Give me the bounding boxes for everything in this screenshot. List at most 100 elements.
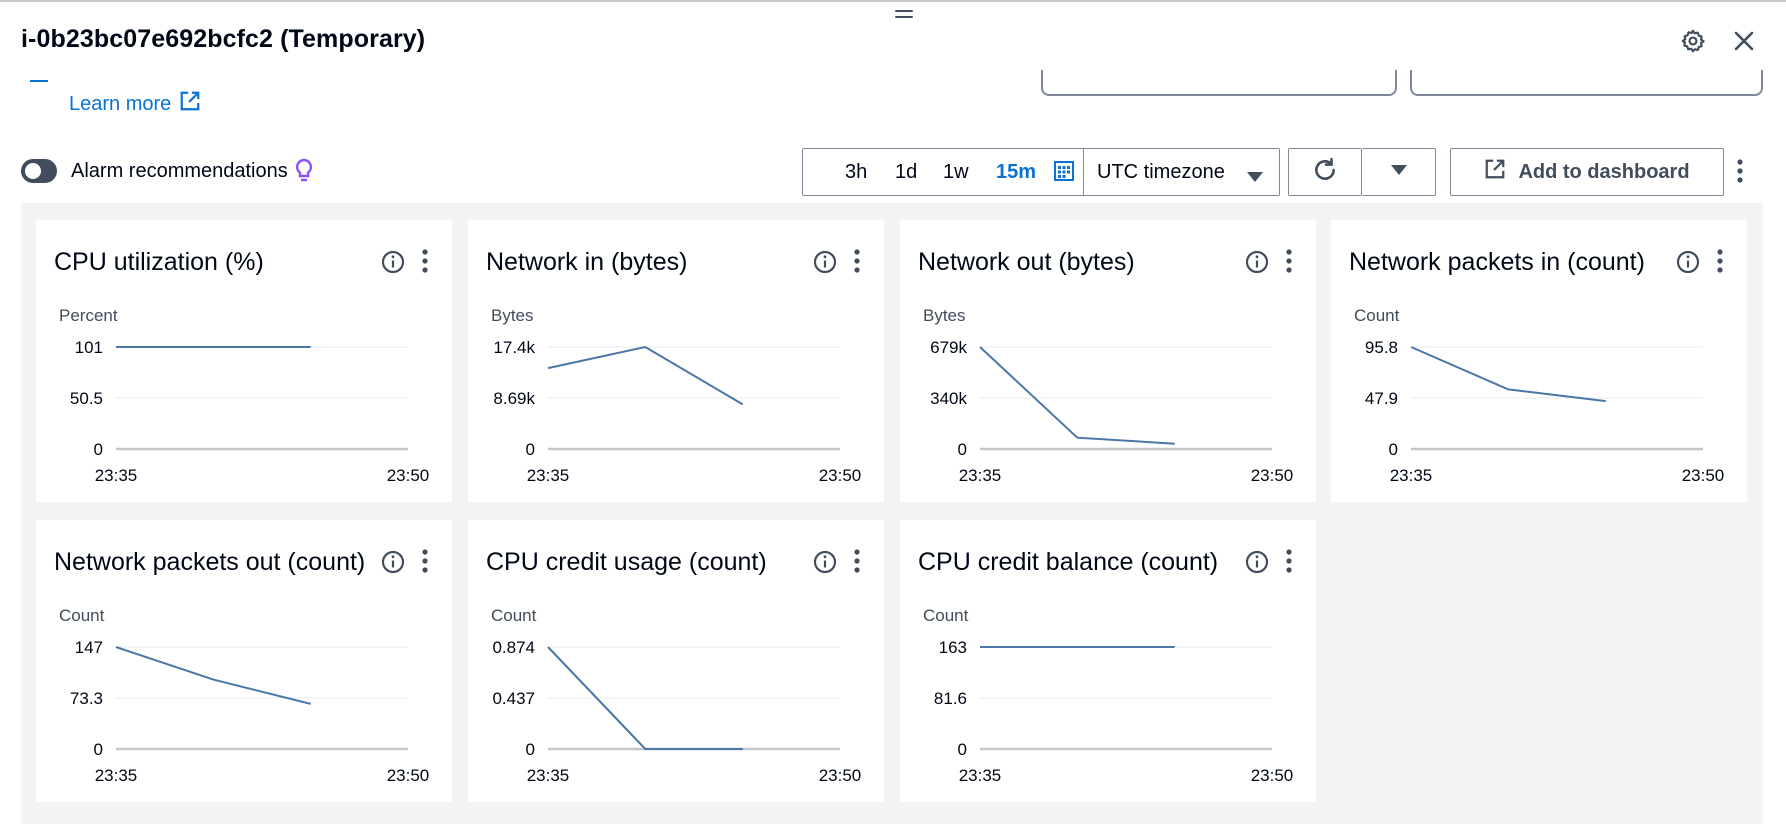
timezone-select[interactable]: UTC timezone [1083,148,1280,196]
line-chart: 147 73.3 0 23:35 23:50 [70,638,430,785]
y-axis-unit: Count [923,606,969,625]
y-tick-label: 147 [75,638,103,657]
series-line[interactable] [547,345,744,406]
line-chart: 0.874 0.437 0 23:35 23:50 [492,638,862,785]
info-icon[interactable] [813,550,837,579]
x-tick-label: 23:35 [527,466,570,485]
alarm-recommendations-row: Alarm recommendations [21,158,314,184]
y-tick-label: 340k [930,389,967,408]
series-line[interactable] [979,346,1175,445]
y-tick-label: 73.3 [70,689,103,708]
y-tick-label: 0 [94,740,103,759]
y-tick-label: 47.9 [1365,389,1398,408]
y-axis-unit: Count [491,606,537,625]
clipped-select-1[interactable] [1041,70,1397,96]
metric-widget: Network out (bytes) Bytes 679k 340k 0 23:35 23… [900,220,1316,502]
external-link-icon [1484,158,1506,186]
learn-more-link[interactable]: Learn more [69,90,201,118]
lightbulb-icon[interactable] [294,158,314,184]
series-line[interactable] [547,646,743,750]
widget-more-icon[interactable] [1716,248,1724,279]
line-chart: 17.4k 8.69k 0 23:35 23:50 [493,338,862,485]
y-tick-label: 163 [939,638,967,657]
learn-more-label: Learn more [69,92,172,115]
x-tick-label: 23:50 [819,466,862,485]
y-axis-unit: Count [59,606,105,625]
range-1w[interactable]: 1w [943,161,969,183]
y-tick-label: 95.8 [1365,338,1398,357]
x-tick-label: 23:35 [527,766,570,785]
caret-down-icon [1390,163,1408,181]
info-icon[interactable] [1245,250,1269,279]
info-icon[interactable] [381,250,405,279]
x-tick-label: 23:50 [387,766,430,785]
external-link-icon [179,90,201,118]
range-1d[interactable]: 1d [895,161,918,183]
x-tick-label: 23:50 [1251,766,1294,785]
clipped-link-underline [30,80,48,82]
refresh-button[interactable] [1288,148,1362,196]
time-range-selector: 3h 1d 1w 15m [802,148,1280,196]
series-line[interactable] [1410,346,1606,403]
widget-more-icon[interactable] [853,248,861,279]
widget-more-icon[interactable] [1285,548,1293,579]
info-icon[interactable] [1245,550,1269,579]
y-tick-label: 17.4k [493,338,535,357]
drag-handle-icon[interactable] [895,10,913,22]
line-chart: 679k 340k 0 23:35 23:50 [930,338,1294,485]
timezone-label: UTC timezone [1097,160,1225,183]
x-tick-label: 23:35 [959,466,1002,485]
alarm-recommendations-label: Alarm recommendations [71,159,288,182]
widget-more-icon[interactable] [421,548,429,579]
metric-widget: Network packets in (count) Count 95.8 47.9 0… [1331,220,1747,502]
y-tick-label: 0.874 [492,638,535,657]
refresh-options-button[interactable] [1362,148,1436,196]
close-icon[interactable] [1729,26,1759,56]
alarm-recommendations-toggle[interactable] [21,159,57,183]
series-line[interactable] [115,646,311,705]
add-to-dashboard-button[interactable]: Add to dashboard [1450,148,1724,196]
y-tick-label: 0 [94,440,103,459]
clipped-select-2[interactable] [1410,70,1763,96]
y-axis-unit: Bytes [923,306,966,325]
caret-down-icon [1246,166,1264,189]
x-tick-label: 23:35 [95,766,138,785]
x-tick-label: 23:35 [1390,466,1433,485]
metric-widget: Network in (bytes) Bytes 17.4k 8.69k 0 23:35 2… [468,220,884,502]
y-tick-label: 0 [526,440,535,459]
y-tick-label: 50.5 [70,389,103,408]
metrics-grid: CPU utilization (%) Percent 101 50.5 0 23:35 2… [21,203,1763,824]
x-tick-label: 23:35 [959,766,1002,785]
metric-widget: CPU credit usage (count) Count 0.874 0.437 0… [468,520,884,802]
info-icon[interactable] [1676,250,1700,279]
x-tick-label: 23:50 [1251,466,1294,485]
range-15m[interactable]: 15m [996,161,1037,183]
metric-widget: CPU utilization (%) Percent 101 50.5 0 23:35 2… [36,220,452,502]
more-actions-icon[interactable] [1736,158,1744,189]
gear-icon[interactable] [1678,26,1708,56]
y-tick-label: 0.437 [492,689,535,708]
refresh-icon [1312,157,1338,188]
x-tick-label: 23:50 [1682,466,1725,485]
y-axis-unit: Bytes [491,306,534,325]
line-chart: 101 50.5 0 23:35 23:50 [70,338,430,485]
line-chart: 163 81.6 0 23:35 23:50 [934,638,1294,785]
widget-more-icon[interactable] [853,548,861,579]
info-icon[interactable] [381,550,405,579]
widget-more-icon[interactable] [1285,248,1293,279]
panel-top-border [0,0,1786,2]
x-tick-label: 23:35 [95,466,138,485]
y-tick-label: 679k [930,338,967,357]
metric-widget: CPU credit balance (count) Count 163 81.6 0 2… [900,520,1316,802]
y-tick-label: 101 [75,338,103,357]
y-axis-unit: Percent [59,306,118,325]
x-tick-label: 23:50 [387,466,430,485]
range-3h[interactable]: 3h [845,161,868,183]
y-tick-label: 8.69k [493,389,535,408]
widget-more-icon[interactable] [421,248,429,279]
y-tick-label: 81.6 [934,689,967,708]
info-icon[interactable] [813,250,837,279]
x-tick-label: 23:50 [819,766,862,785]
calendar-icon[interactable] [1053,160,1075,187]
panel-title: i-0b23bc07e692bcfc2 (Temporary) [21,25,426,53]
